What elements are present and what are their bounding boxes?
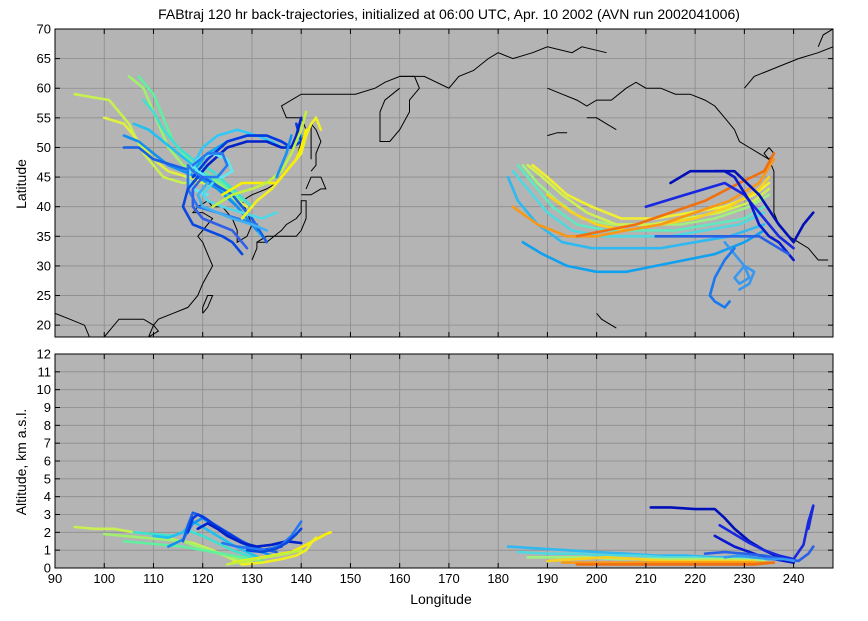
coastline (817, 29, 833, 47)
altitude-xtick-label: 140 (290, 571, 312, 586)
map-panel: 20 25 30 35 40 45 50 55 60 65 70 (37, 22, 834, 338)
altitude-xtick-label: 170 (438, 571, 460, 586)
map-trajectory-line (201, 181, 278, 220)
map-plot-area (55, 29, 833, 337)
altitude-ytick-label: 12 (37, 347, 51, 362)
map-trajectory-line (275, 134, 293, 179)
coastline (596, 312, 617, 329)
altitude-xtick-label: 150 (340, 571, 362, 586)
coastline (202, 295, 214, 314)
map-trajectory-line (575, 152, 776, 238)
altitude-trajectory-line (226, 548, 303, 566)
altitude-ytick-label: 1 (44, 543, 51, 558)
altitude-ytick-label: 8 (44, 418, 51, 433)
altitude-ytick-label: 10 (37, 382, 51, 397)
map-trajectory-line (127, 75, 239, 197)
map-frame (54, 28, 834, 338)
coastline (399, 46, 607, 89)
altitude-trajectory-line (245, 527, 303, 554)
map-trajectory-line (644, 181, 795, 250)
altitude-trajectory-line (718, 504, 815, 561)
altitude-trajectory-line (196, 522, 303, 548)
altitude-ytick-label: 4 (44, 489, 51, 504)
altitude-trajectory-line (546, 556, 756, 563)
altitude-trajectory-line (703, 545, 815, 563)
altitude-trajectory-line (240, 536, 318, 566)
altitude-xtick-label: 240 (783, 571, 805, 586)
map-content (55, 29, 833, 337)
altitude-ytick-label: 6 (44, 454, 51, 469)
map-ytick-label: 50 (37, 140, 51, 155)
map-ylabel: Latitude (13, 159, 29, 209)
altitude-ytick-label: 5 (44, 471, 51, 486)
map-ytick-label: 20 (37, 318, 51, 333)
map-ytick-label: 60 (37, 81, 51, 96)
map-trajectory-line (654, 235, 790, 256)
map-trajectory-line (506, 175, 766, 250)
altitude-ytick-label: 9 (44, 400, 51, 415)
map-trajectory-line (211, 110, 308, 208)
altitude-xtick-label: 130 (241, 571, 263, 586)
map-ytick-label: 25 (37, 288, 51, 303)
altitude-xtick-label: 200 (586, 571, 608, 586)
map-trajectory-line (708, 246, 736, 309)
altitude-trajectory-line (723, 554, 795, 563)
altitude-ytick-label: 0 (44, 561, 51, 576)
coastline (744, 46, 833, 89)
coastline (547, 132, 568, 137)
altitude-xtick-label: 220 (684, 571, 706, 586)
chart-title: FABtraj 120 hr back-trajectories, initia… (158, 6, 740, 22)
map-trajectory-line (723, 240, 756, 291)
altitude-xtick-label: 210 (635, 571, 657, 586)
altitude-xtick-label: 120 (192, 571, 214, 586)
map-ytick-label: 55 (37, 110, 51, 125)
altitude-xtick-label: 90 (48, 571, 62, 586)
altitude-xtick-label: 190 (537, 571, 559, 586)
altitude-xtick-label: 230 (734, 571, 756, 586)
coastline (301, 176, 327, 196)
coastline (55, 312, 90, 337)
altitude-xlabel: Longitude (410, 591, 472, 607)
map-ytick-label: 40 (37, 199, 51, 214)
map-trajectory-line (191, 175, 249, 250)
map-trajectory-line (669, 169, 815, 244)
altitude-xtick-label: 110 (143, 571, 164, 586)
map-trajectory-line (191, 116, 303, 185)
altitude-ytick-label: 2 (44, 525, 51, 540)
altitude-ytick-label: 7 (44, 436, 51, 451)
altitude-content (73, 504, 815, 566)
map-trajectory-line (196, 181, 268, 232)
map-ytick-label: 30 (37, 258, 51, 273)
altitude-trajectory-line (132, 529, 254, 559)
altitude-trajectory-line (122, 540, 264, 563)
map-trajectory-line (221, 128, 308, 197)
coastline (586, 117, 617, 131)
map-trajectory-line (181, 175, 244, 256)
altitude-xtick-label: 160 (389, 571, 411, 586)
map-ytick-label: 65 (37, 51, 51, 66)
map-trajectory-line (122, 134, 259, 232)
altitude-ylabel: Altitude, km a.s.l. (13, 409, 29, 516)
map-ytick-label: 45 (37, 170, 51, 185)
coastline (310, 122, 322, 172)
map-trajectory-line (142, 98, 254, 208)
map-trajectory-line (713, 169, 795, 262)
map-ytick-label: 35 (37, 229, 51, 244)
altitude-ytick-label: 11 (38, 364, 52, 379)
map-trajectory-line (511, 169, 766, 238)
map-ytick-label: 70 (37, 22, 51, 37)
altitude-xtick-label: 100 (93, 571, 115, 586)
coastline (763, 147, 775, 161)
altitude-trajectory-line (575, 561, 776, 566)
altitude-ytick-label: 3 (44, 507, 51, 522)
altitude-xtick-label: 180 (487, 571, 509, 586)
